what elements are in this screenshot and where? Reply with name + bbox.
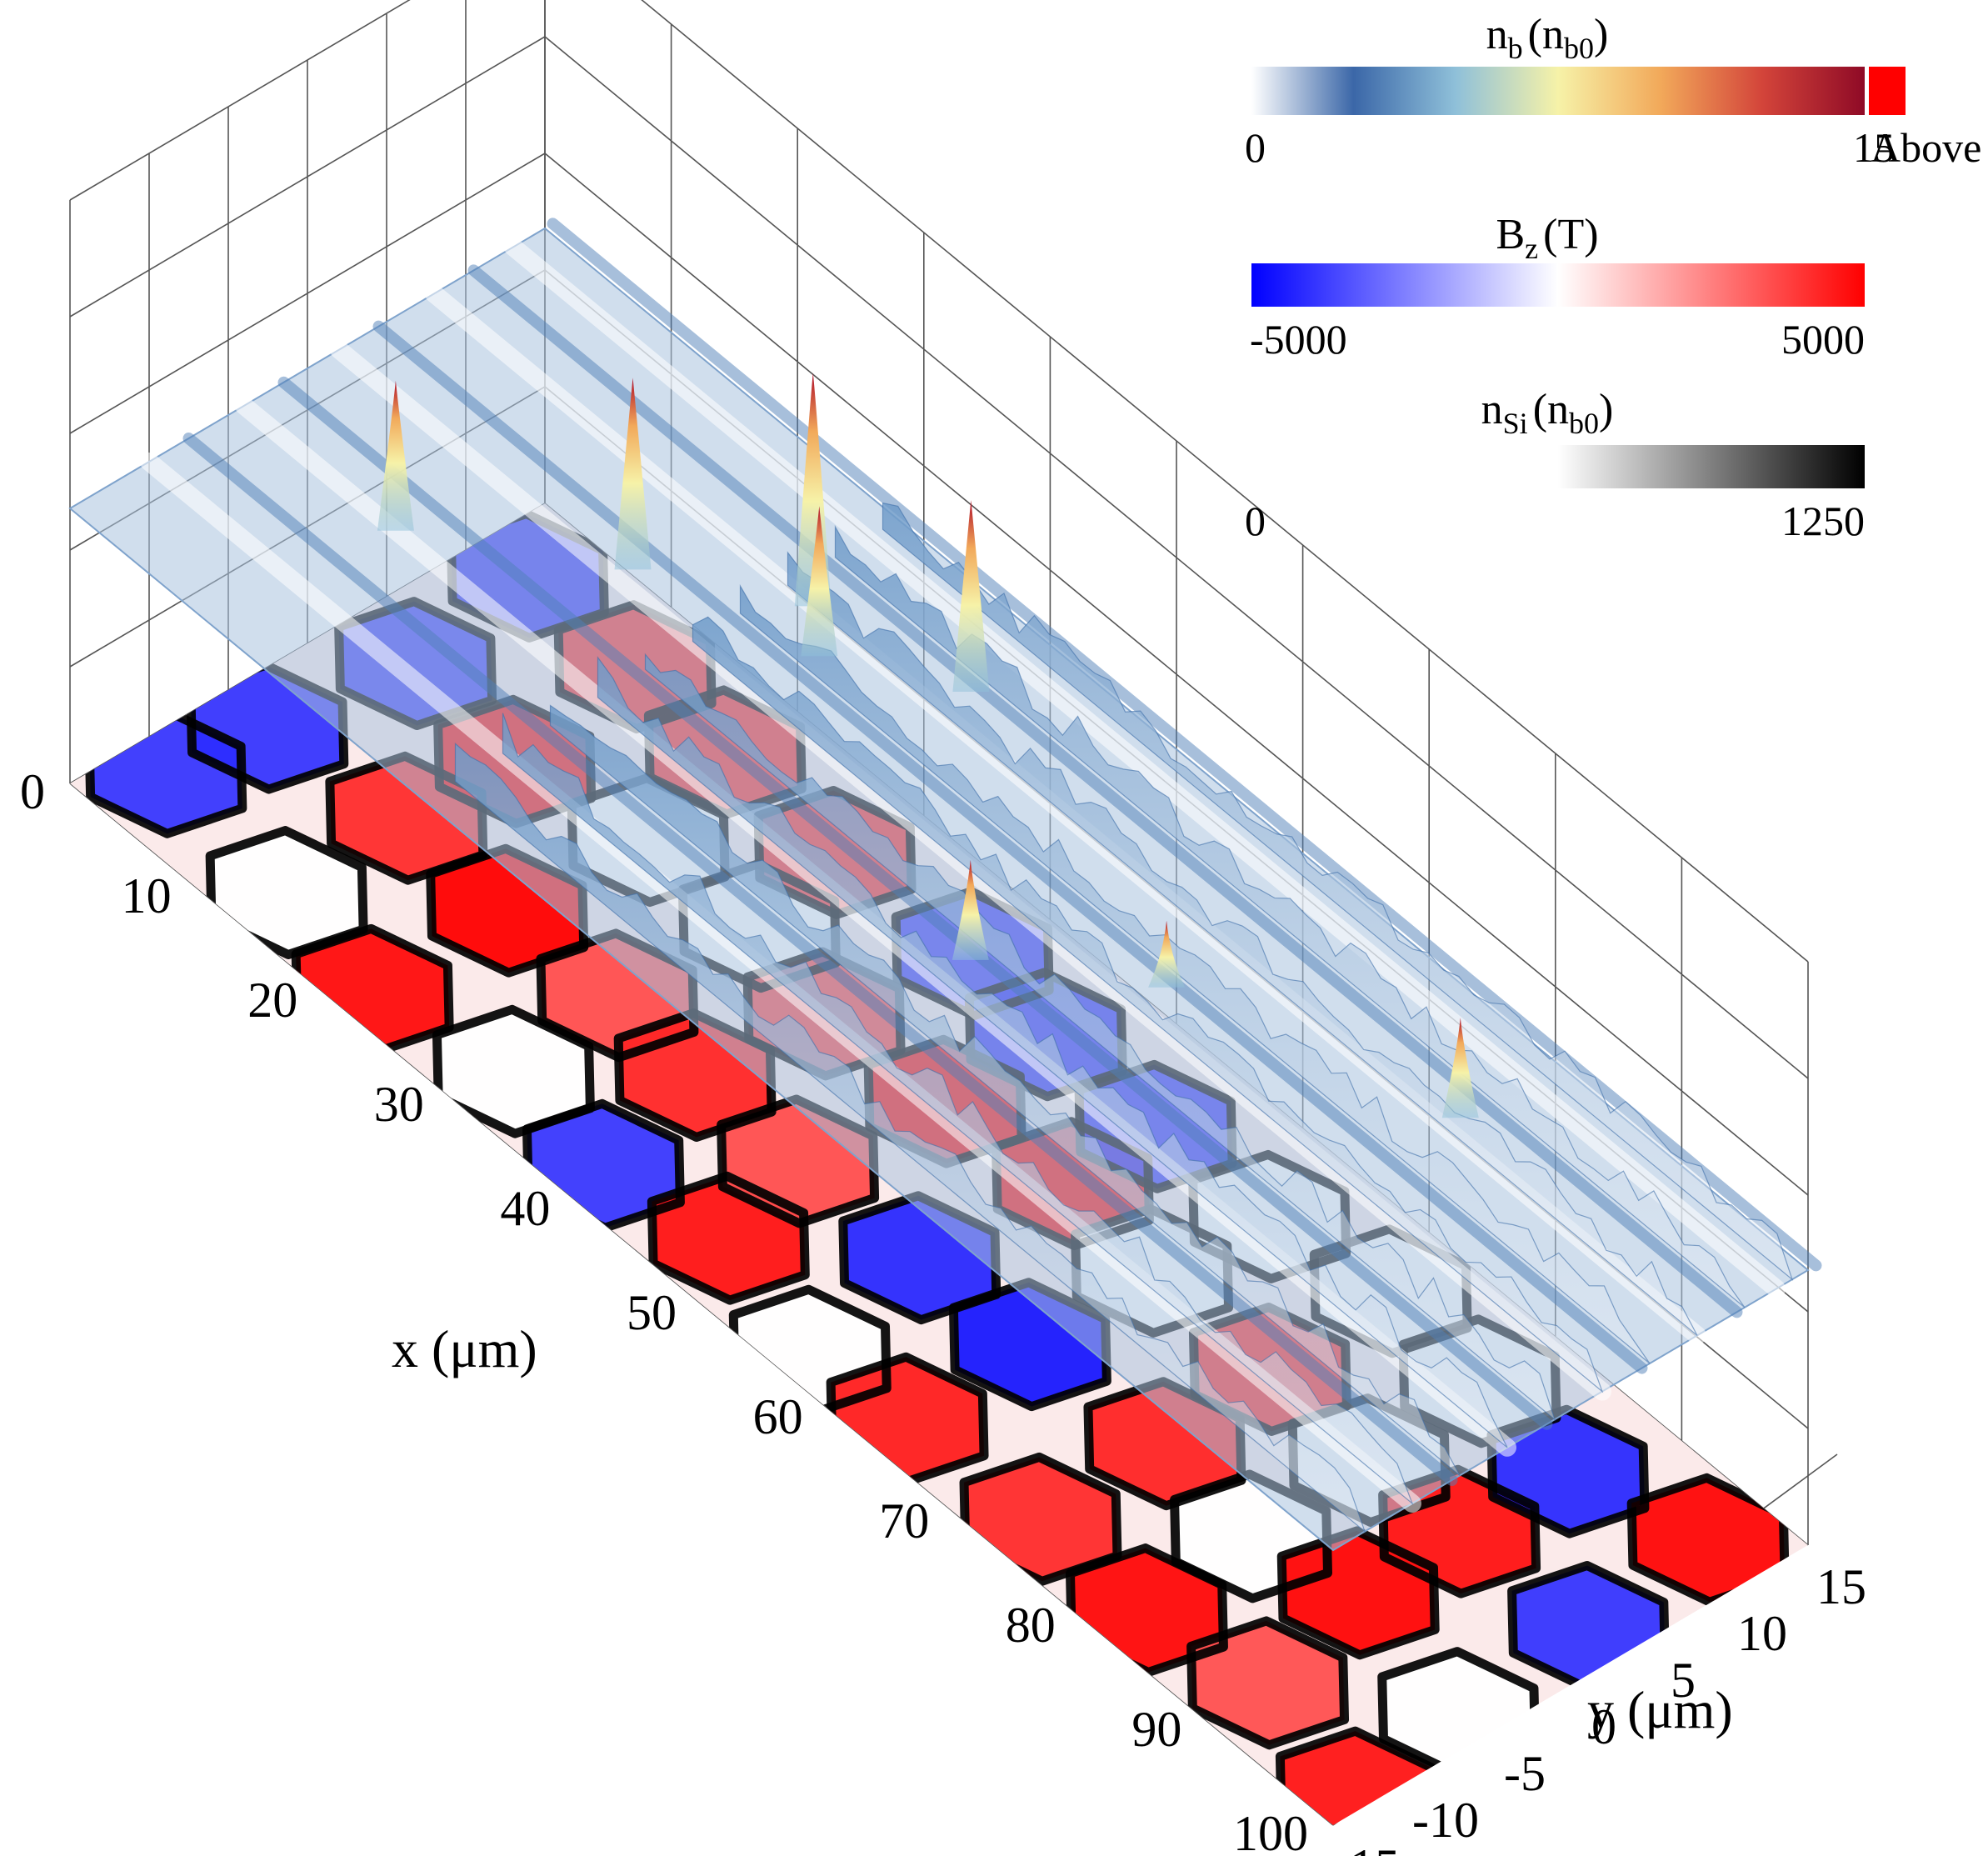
bz-patch xyxy=(1631,1478,1786,1603)
bz-patch xyxy=(964,1457,1117,1582)
nb-band xyxy=(182,433,1458,1486)
colorbar-nsi-min: 0 xyxy=(1245,498,1266,544)
x-tick-label: 50 xyxy=(627,1285,677,1340)
y-tick-label: -15 xyxy=(1333,1839,1400,1856)
nb-ridge xyxy=(739,583,1651,1364)
y-axis-ticks: -15 -10 -5 05 10 15 xyxy=(1333,1559,1866,1856)
nb-ridge xyxy=(454,742,1366,1533)
x-tick-label: 90 xyxy=(1131,1702,1181,1757)
nb-ridge xyxy=(644,653,1556,1421)
grid-line xyxy=(69,0,1809,963)
y-tick-label: 15 xyxy=(1816,1559,1866,1614)
si-cell-wall xyxy=(1276,1526,1440,1660)
nb-peak xyxy=(1441,1018,1479,1118)
x-tick-label: 60 xyxy=(753,1389,803,1444)
nb-ridge xyxy=(787,551,1698,1336)
colorbar-nsi: nSi (nb0) 0 1250 xyxy=(1245,386,1865,544)
colorbar-bz: Bz (T) -5000 5000 xyxy=(1250,211,1865,363)
colorbar-bz-max: 5000 xyxy=(1781,316,1865,363)
nb-ridge xyxy=(502,713,1414,1505)
x-tick-label: 40 xyxy=(500,1181,550,1236)
nb-surface xyxy=(68,218,1822,1552)
colorbar-nb-title: nb (nb0) xyxy=(1486,11,1609,65)
colorbar-nb-gradient xyxy=(1251,67,1865,115)
x-axis-ticks: 0 10 20 30 40 50 60 70 80 90 100 xyxy=(20,764,1308,1856)
nb-band xyxy=(372,320,1648,1374)
nb-peak xyxy=(952,859,989,960)
si-cell-wall xyxy=(647,1171,810,1305)
colorbar-nb-above-swatch xyxy=(1869,67,1906,115)
bz-patch xyxy=(437,1009,591,1134)
y-tick-label: 5 xyxy=(1671,1653,1696,1708)
y-axis-label: y (μm) xyxy=(1587,1680,1733,1739)
colorbar-nsi-gradient xyxy=(1251,445,1865,488)
colorbar-bz-min: -5000 xyxy=(1250,316,1347,363)
y-tick-label: 10 xyxy=(1737,1606,1787,1661)
nb-ridge xyxy=(834,524,1746,1308)
y-tick-label: 0 xyxy=(1591,1699,1616,1754)
nb-peak xyxy=(952,500,990,692)
colorbar-bz-title: Bz (T) xyxy=(1496,211,1598,265)
si-cell-wall xyxy=(959,1452,1122,1586)
y-tick-label: -10 xyxy=(1412,1793,1479,1848)
colorbar-nb-max: 15 xyxy=(1853,124,1895,171)
nb-ridge xyxy=(549,704,1461,1476)
y-tick-label: -5 xyxy=(1504,1746,1546,1801)
colorbar-nb-min: 0 xyxy=(1245,124,1266,171)
x-tick-label: 80 xyxy=(1006,1598,1056,1653)
nb-band xyxy=(547,218,1822,1272)
nb-peak xyxy=(377,380,414,531)
si-cell-wall xyxy=(205,826,368,959)
nb-ridge xyxy=(882,502,1794,1281)
colorbar-nb: nb (nb0) 0 15 Above xyxy=(1245,11,1981,171)
bz-patch xyxy=(210,830,364,955)
x-tick-label: 20 xyxy=(247,973,297,1028)
x-tick-label: 10 xyxy=(122,868,172,923)
x-tick-label: 0 xyxy=(20,764,45,819)
colorbar-nsi-title: nSi (nb0) xyxy=(1481,386,1614,440)
bz-patch xyxy=(1191,1620,1345,1745)
x-tick-label: 100 xyxy=(1233,1806,1308,1856)
x-tick-label: 30 xyxy=(374,1077,424,1132)
nb-peak xyxy=(614,378,652,570)
nb-peak xyxy=(801,506,838,657)
si-cell-wall xyxy=(1186,1616,1350,1750)
x-axis-label: x (μm) xyxy=(392,1319,537,1378)
nb-band xyxy=(277,376,1553,1430)
nb-band xyxy=(467,264,1743,1318)
colorbar-nb-above-label: Above xyxy=(1871,124,1981,171)
x-tick-label: 70 xyxy=(879,1493,929,1548)
nb-band xyxy=(504,238,1786,1298)
nb-peak xyxy=(1148,920,1186,988)
nb-ridge xyxy=(692,616,1604,1393)
grid-line xyxy=(69,36,1809,1079)
nb-ridge xyxy=(597,656,1508,1448)
colorbar-nsi-max: 1250 xyxy=(1781,498,1865,544)
grid-line xyxy=(69,153,1809,1196)
colorbar-bz-gradient xyxy=(1251,263,1865,307)
